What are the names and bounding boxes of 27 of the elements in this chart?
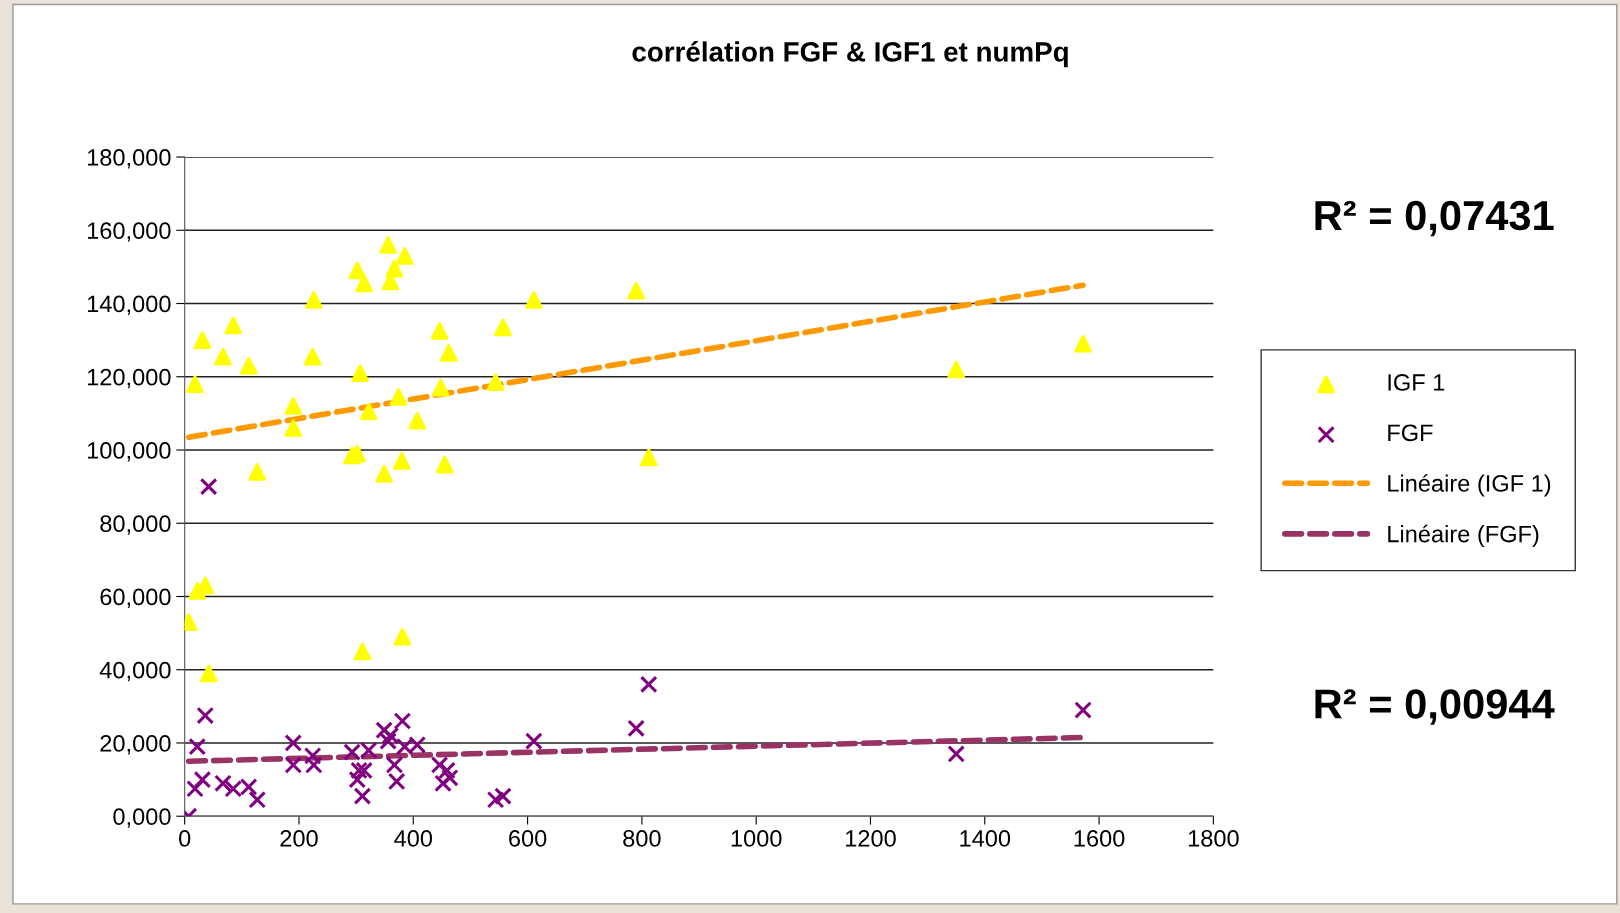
legend-label: Linéaire (FGF) [1388,524,1539,548]
y-tick-label: 40,000 [99,661,171,682]
y-tick-label: 140,000 [87,295,171,316]
chart-title: corrélation FGF & IGF1 et numPq [632,41,1068,68]
x-tick-label: 800 [623,830,661,847]
legend-label: FGF [1388,424,1433,442]
x-tick-label: 400 [394,830,433,847]
y-tick-label: 60,000 [100,588,171,609]
text: R² = 0,00944 [1315,689,1555,725]
legend-label: IGF 1 [1388,374,1445,391]
x-tick-label: 1000 [731,830,782,847]
y-tick-label: 80,000 [100,515,171,535]
x-tick-label: 1200 [846,830,896,847]
y-tick-label: 160,000 [87,222,171,242]
y-tick-label: 0,000 [113,808,171,828]
x-tick-label: 600 [509,830,547,847]
y-tick-label: 180,000 [87,149,171,169]
legend-label: Linéaire (IGF 1) [1388,474,1551,497]
y-tick-label: 100,000 [87,442,171,462]
text: R² = 0,07431 [1315,200,1554,237]
y-tick-label: 20,000 [100,735,171,755]
x-tick-label: 200 [280,830,318,847]
x-tick-label: 1600 [1074,830,1125,847]
x-tick-label: 1800 [1188,830,1239,847]
x-tick-label: 1400 [960,830,1011,847]
x-tick-label: 0 [179,830,191,847]
y-tick-label: 120,000 [87,368,171,389]
